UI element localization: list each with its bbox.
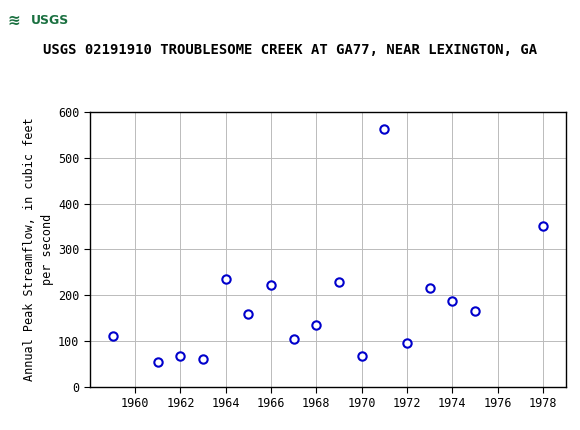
Text: ≋: ≋ [8,13,20,28]
Y-axis label: Annual Peak Streamflow, in cubic feet
per second: Annual Peak Streamflow, in cubic feet pe… [23,117,54,381]
Text: USGS 02191910 TROUBLESOME CREEK AT GA77, NEAR LEXINGTON, GA: USGS 02191910 TROUBLESOME CREEK AT GA77,… [43,43,537,57]
Text: USGS: USGS [31,14,69,27]
FancyBboxPatch shape [5,4,71,37]
